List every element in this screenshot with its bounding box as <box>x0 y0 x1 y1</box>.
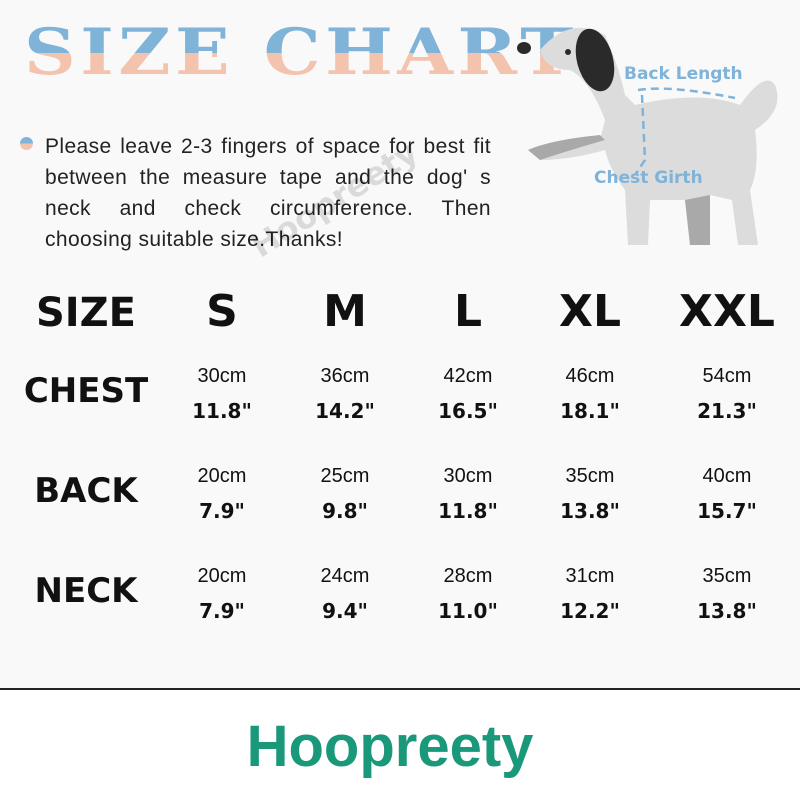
row-label: BACK <box>34 471 138 511</box>
inch-value: 14.2" <box>315 399 375 423</box>
dog-body <box>528 27 778 245</box>
cm-value: 36cm <box>320 365 370 387</box>
inch-value: 16.5" <box>438 399 498 423</box>
chest-girth-label: Chest Girth <box>594 168 703 188</box>
inch-value: 13.8" <box>697 599 757 623</box>
size-chart-title: SIZE CHART <box>24 15 579 90</box>
inch-value: 9.8" <box>322 499 368 523</box>
dog-measurement-diagram: Back Length Chest Girth <box>517 27 778 245</box>
cm-value: 31cm <box>565 565 615 587</box>
inch-value: 21.3" <box>697 399 757 423</box>
dog-ear <box>575 28 615 92</box>
cm-value: 35cm <box>565 465 615 487</box>
size-s: S <box>206 286 238 337</box>
cm-value: 54cm <box>702 365 752 387</box>
cm-value: 40cm <box>702 465 752 487</box>
brand-name: Hoopreety <box>246 714 534 779</box>
inch-value: 18.1" <box>560 399 620 423</box>
back-length-label: Back Length <box>624 64 743 84</box>
inch-value: 7.9" <box>199 599 245 623</box>
inch-value: 11.0" <box>438 599 498 623</box>
size-header: SIZE <box>35 290 137 336</box>
row-label: CHEST <box>23 371 149 411</box>
fit-note: Please leave 2-3 fingers of space for be… <box>45 135 491 251</box>
inch-value: 7.9" <box>199 499 245 523</box>
cm-value: 25cm <box>320 465 370 487</box>
dog-eye <box>565 49 571 55</box>
cm-value: 42cm <box>443 365 493 387</box>
size-xl: XL <box>559 286 621 337</box>
cm-value: 30cm <box>443 465 493 487</box>
chest-girth-line <box>633 94 647 176</box>
back-length-line <box>637 87 736 100</box>
size-m: M <box>323 286 367 337</box>
cm-value: 30cm <box>197 365 247 387</box>
inch-value: 9.4" <box>322 599 368 623</box>
inch-value: 11.8" <box>438 499 498 523</box>
cm-value: 28cm <box>443 565 493 587</box>
inch-value: 13.8" <box>560 499 620 523</box>
divider <box>0 688 800 690</box>
inch-value: 11.8" <box>192 399 252 423</box>
size-l: L <box>453 286 483 337</box>
cm-value: 20cm <box>197 565 247 587</box>
inch-value: 12.2" <box>560 599 620 623</box>
size-xxl: XXL <box>679 286 775 337</box>
inch-value: 15.7" <box>697 499 757 523</box>
cm-value: 20cm <box>197 465 247 487</box>
cm-value: 35cm <box>702 565 752 587</box>
cm-value: 24cm <box>320 565 370 587</box>
row-label: NECK <box>34 571 138 611</box>
cm-value: 46cm <box>565 365 615 387</box>
dog-nose <box>517 42 531 54</box>
dog-leg-shade <box>528 135 710 245</box>
bullet-icon <box>20 137 33 150</box>
